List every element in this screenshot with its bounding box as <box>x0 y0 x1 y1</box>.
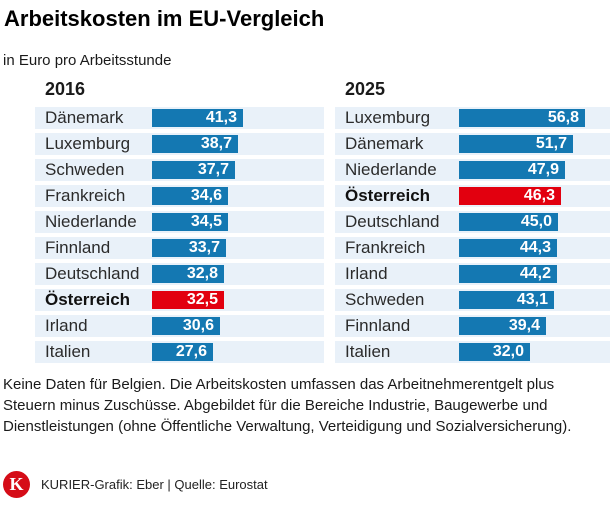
value-bar: 38,7 <box>152 135 238 153</box>
country-label: Österreich <box>45 290 131 309</box>
chart-row: Frankreich 34,6 <box>35 185 324 207</box>
chart-row: Luxemburg 56,8 <box>335 107 610 129</box>
chart-row: Deutschland 32,8 <box>35 263 324 285</box>
chart-row: Dänemark 41,3 <box>35 107 324 129</box>
highlight-value-bar: 32,5 <box>152 291 224 309</box>
bar-value-label: 39,4 <box>508 317 540 334</box>
value-bar: 44,2 <box>459 265 557 283</box>
chart-row: Finnland 39,4 <box>335 315 610 337</box>
chart-row: Frankreich 44,3 <box>335 237 610 259</box>
country-label: Italien <box>345 342 391 361</box>
chart-row: Österreich 32,5 <box>35 289 324 311</box>
value-bar: 33,7 <box>152 239 226 257</box>
chart-row: Dänemark 51,7 <box>335 133 610 155</box>
chart-column-2025: 2025 Luxemburg 56,8 Dänemark 51,7 Niederland… <box>335 76 610 367</box>
chart-row: Italien 32,0 <box>335 341 610 363</box>
bar-value-label: 44,2 <box>519 265 551 282</box>
chart-row: Schweden 37,7 <box>35 159 324 181</box>
value-bar: 51,7 <box>459 135 573 153</box>
value-bar: 43,1 <box>459 291 554 309</box>
value-bar: 34,5 <box>152 213 228 231</box>
value-bar: 45,0 <box>459 213 558 231</box>
chart-row: Niederlande 34,5 <box>35 211 324 233</box>
bar-value-label: 41,3 <box>205 109 237 126</box>
country-label: Schweden <box>45 160 125 179</box>
bar-value-label: 32,5 <box>186 291 218 308</box>
country-label: Luxemburg <box>45 134 131 153</box>
value-bar: 30,6 <box>152 317 220 335</box>
country-label: Irland <box>45 316 88 335</box>
bar-value-label: 56,8 <box>547 109 579 126</box>
bar-value-label: 33,7 <box>188 239 220 256</box>
value-bar: 32,0 <box>459 343 530 361</box>
value-bar: 32,8 <box>152 265 224 283</box>
bar-value-label: 43,1 <box>516 291 548 308</box>
country-label: Frankreich <box>345 238 426 257</box>
bar-value-label: 51,7 <box>535 135 567 152</box>
bar-value-label: 47,9 <box>527 161 559 178</box>
value-bar: 56,8 <box>459 109 585 127</box>
country-label: Österreich <box>345 186 431 205</box>
chart-row: Österreich 46,3 <box>335 185 610 207</box>
bar-rows-2025: Luxemburg 56,8 Dänemark 51,7 Niederlande 47,9… <box>335 107 610 363</box>
chart-row: Deutschland 45,0 <box>335 211 610 233</box>
country-label: Frankreich <box>45 186 126 205</box>
country-label: Niederlande <box>345 160 437 179</box>
bar-value-label: 44,3 <box>519 239 551 256</box>
highlight-value-bar: 46,3 <box>459 187 561 205</box>
kurier-logo-icon: K <box>3 471 30 498</box>
country-label: Irland <box>345 264 388 283</box>
chart-column-2016: 2016 Dänemark 41,3 Luxemburg 38,7 Schweden 37… <box>35 76 324 367</box>
bar-value-label: 32,8 <box>186 265 218 282</box>
value-bar: 39,4 <box>459 317 546 335</box>
chart-row: Irland 30,6 <box>35 315 324 337</box>
bar-value-label: 30,6 <box>182 317 214 334</box>
bar-value-label: 46,3 <box>523 187 555 204</box>
value-bar: 47,9 <box>459 161 565 179</box>
credit-row: K KURIER-Grafik: Eber | Quelle: Eurostat <box>3 471 268 498</box>
bar-value-label: 34,6 <box>190 187 222 204</box>
chart-row: Luxemburg 38,7 <box>35 133 324 155</box>
bar-value-label: 32,0 <box>492 343 524 360</box>
bar-value-label: 27,6 <box>175 343 207 360</box>
country-label: Dänemark <box>345 134 424 153</box>
chart-unit-subtitle: in Euro pro Arbeitsstunde <box>3 52 172 69</box>
column-header-year: 2016 <box>45 79 86 99</box>
country-label: Finnland <box>345 316 411 335</box>
country-label: Finnland <box>45 238 111 257</box>
page-title: Arbeitskosten im EU-Vergleich <box>4 6 325 31</box>
bar-value-label: 37,7 <box>197 161 229 178</box>
bar-value-label: 45,0 <box>520 213 552 230</box>
chart-row: Irland 44,2 <box>335 263 610 285</box>
chart-row: Italien 27,6 <box>35 341 324 363</box>
value-bar: 41,3 <box>152 109 243 127</box>
chart-row: Finnland 33,7 <box>35 237 324 259</box>
country-label: Schweden <box>345 290 425 309</box>
country-label: Italien <box>45 342 91 361</box>
bar-value-label: 34,5 <box>190 213 222 230</box>
column-header-year: 2025 <box>345 79 386 99</box>
country-label: Niederlande <box>45 212 137 231</box>
credit-source-text: KURIER-Grafik: Eber | Quelle: Eurostat <box>41 477 268 492</box>
country-label: Deutschland <box>45 264 140 283</box>
value-bar: 34,6 <box>152 187 228 205</box>
value-bar: 44,3 <box>459 239 557 257</box>
chart-row: Niederlande 47,9 <box>335 159 610 181</box>
country-label: Deutschland <box>345 212 440 231</box>
bar-value-label: 38,7 <box>200 135 232 152</box>
bar-rows-2016: Dänemark 41,3 Luxemburg 38,7 Schweden 37,7 Fra… <box>35 107 324 363</box>
value-bar: 37,7 <box>152 161 235 179</box>
chart-row: Schweden 43,1 <box>335 289 610 311</box>
country-label: Luxemburg <box>345 108 431 127</box>
country-label: Dänemark <box>45 108 124 127</box>
footnote-text: Keine Daten für Belgien. Die Arbeitskost… <box>3 376 572 435</box>
value-bar: 27,6 <box>152 343 213 361</box>
